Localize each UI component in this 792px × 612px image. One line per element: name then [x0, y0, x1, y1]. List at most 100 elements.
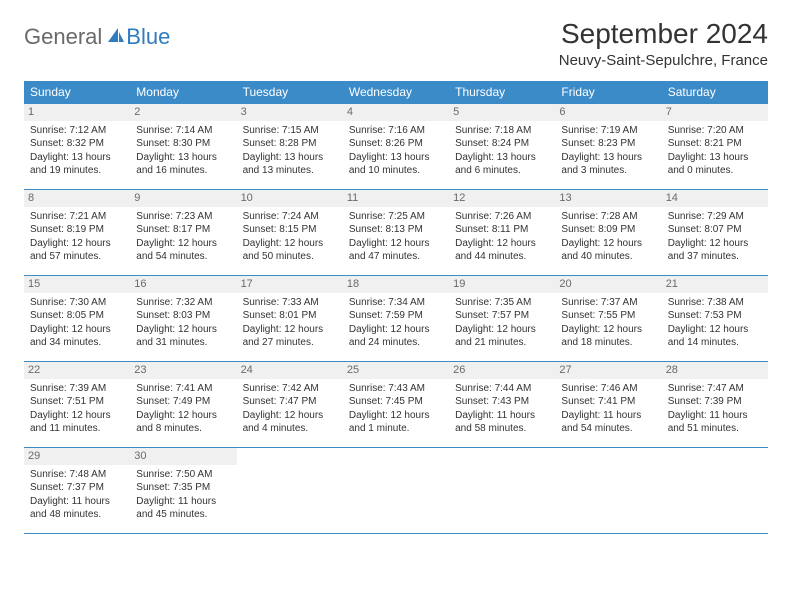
sunset-line: Sunset: 8:11 PM	[455, 223, 549, 237]
sunset-line: Sunset: 7:51 PM	[30, 395, 124, 409]
calendar-day-cell: 12 Sunrise: 7:26 AMSunset: 8:11 PMDayligh…	[449, 190, 555, 276]
calendar-week-row: 22Sunrise: 7:39 AMSunset: 7:51 PMDayligh…	[24, 362, 768, 448]
calendar-day-cell: .	[237, 448, 343, 534]
daylight-line: Daylight: 12 hours and 37 minutes.	[668, 237, 762, 264]
location-label: Neuvy-Saint-Sepulchre, France	[559, 52, 768, 69]
day-number: 14	[662, 190, 768, 207]
daylight-line: Daylight: 13 hours and 0 minutes.	[668, 151, 762, 178]
day-number: 30	[130, 448, 236, 465]
sunrise-line: Sunrise: 7:48 AM	[30, 468, 124, 482]
sunrise-line: Sunrise: 7:20 AM	[668, 124, 762, 138]
day-number: 5	[449, 104, 555, 121]
sunrise-line: Sunrise: 7:46 AM	[561, 382, 655, 396]
calendar-day-cell: 2Sunrise: 7:14 AMSunset: 8:30 PMDaylight…	[130, 104, 236, 190]
day-number: 29	[24, 448, 130, 465]
calendar-day-cell: 4Sunrise: 7:16 AMSunset: 8:26 PMDaylight…	[343, 104, 449, 190]
daylight-line: Daylight: 11 hours and 54 minutes.	[561, 409, 655, 436]
sunset-line: Sunset: 8:09 PM	[561, 223, 655, 237]
calendar-day-cell: 20Sunrise: 7:37 AMSunset: 7:55 PMDayligh…	[555, 276, 661, 362]
calendar-week-row: 15Sunrise: 7:30 AMSunset: 8:05 PMDayligh…	[24, 276, 768, 362]
sunrise-line: Sunrise: 7:26 AM	[455, 210, 549, 224]
sunset-line: Sunset: 8:26 PM	[349, 137, 443, 151]
calendar-day-cell: 19Sunrise: 7:35 AMSunset: 7:57 PMDayligh…	[449, 276, 555, 362]
sunrise-line: Sunrise: 7:19 AM	[561, 124, 655, 138]
day-number: 16	[130, 276, 236, 293]
sunrise-line: Sunrise: 7:25 AM	[349, 210, 443, 224]
daylight-line: Daylight: 11 hours and 51 minutes.	[668, 409, 762, 436]
daylight-line: Daylight: 12 hours and 44 minutes.	[455, 237, 549, 264]
sunrise-line: Sunrise: 7:15 AM	[243, 124, 337, 138]
page-header: General Blue September 2024 Neuvy-Saint-…	[24, 18, 768, 69]
sunset-line: Sunset: 7:59 PM	[349, 309, 443, 323]
sunset-line: Sunset: 8:32 PM	[30, 137, 124, 151]
sunrise-line: Sunrise: 7:18 AM	[455, 124, 549, 138]
calendar-head: SundayMondayTuesdayWednesdayThursdayFrid…	[24, 81, 768, 104]
sunset-line: Sunset: 8:03 PM	[136, 309, 230, 323]
calendar-day-cell: 21Sunrise: 7:38 AMSunset: 7:53 PMDayligh…	[662, 276, 768, 362]
sunset-line: Sunset: 8:21 PM	[668, 137, 762, 151]
sunset-line: Sunset: 7:41 PM	[561, 395, 655, 409]
sunrise-line: Sunrise: 7:39 AM	[30, 382, 124, 396]
sunset-line: Sunset: 8:01 PM	[243, 309, 337, 323]
calendar-day-cell: 22Sunrise: 7:39 AMSunset: 7:51 PMDayligh…	[24, 362, 130, 448]
weekday-row: SundayMondayTuesdayWednesdayThursdayFrid…	[24, 81, 768, 104]
calendar-day-cell: 11Sunrise: 7:25 AMSunset: 8:13 PMDayligh…	[343, 190, 449, 276]
sunrise-line: Sunrise: 7:30 AM	[30, 296, 124, 310]
brand-word-1: General	[24, 24, 102, 50]
month-title: September 2024	[559, 18, 768, 50]
day-number: 13	[555, 190, 661, 207]
sunset-line: Sunset: 8:24 PM	[455, 137, 549, 151]
calendar-week-row: 29Sunrise: 7:48 AMSunset: 7:37 PMDayligh…	[24, 448, 768, 534]
sunrise-line: Sunrise: 7:44 AM	[455, 382, 549, 396]
sunrise-line: Sunrise: 7:43 AM	[349, 382, 443, 396]
daylight-line: Daylight: 12 hours and 24 minutes.	[349, 323, 443, 350]
brand-word-2: Blue	[126, 24, 170, 50]
daylight-line: Daylight: 11 hours and 58 minutes.	[455, 409, 549, 436]
calendar-day-cell: 23Sunrise: 7:41 AMSunset: 7:49 PMDayligh…	[130, 362, 236, 448]
calendar-day-cell: 15Sunrise: 7:30 AMSunset: 8:05 PMDayligh…	[24, 276, 130, 362]
sunset-line: Sunset: 8:07 PM	[668, 223, 762, 237]
sunrise-line: Sunrise: 7:23 AM	[136, 210, 230, 224]
calendar-day-cell: 3Sunrise: 7:15 AMSunset: 8:28 PMDaylight…	[237, 104, 343, 190]
calendar-day-cell: .	[343, 448, 449, 534]
daylight-line: Daylight: 12 hours and 34 minutes.	[30, 323, 124, 350]
day-number: 10	[237, 190, 343, 207]
sunset-line: Sunset: 8:15 PM	[243, 223, 337, 237]
calendar-day-cell: 17Sunrise: 7:33 AMSunset: 8:01 PMDayligh…	[237, 276, 343, 362]
sunrise-line: Sunrise: 7:41 AM	[136, 382, 230, 396]
calendar-body: 1Sunrise: 7:12 AMSunset: 8:32 PMDaylight…	[24, 104, 768, 534]
day-number: 3	[237, 104, 343, 121]
daylight-line: Daylight: 13 hours and 10 minutes.	[349, 151, 443, 178]
calendar-day-cell: 16 Sunrise: 7:32 AMSunset: 8:03 PMDayligh…	[130, 276, 236, 362]
sunrise-line: Sunrise: 7:33 AM	[243, 296, 337, 310]
daylight-line: Daylight: 12 hours and 18 minutes.	[561, 323, 655, 350]
calendar-day-cell: 6Sunrise: 7:19 AMSunset: 8:23 PMDaylight…	[555, 104, 661, 190]
calendar-day-cell: 1Sunrise: 7:12 AMSunset: 8:32 PMDaylight…	[24, 104, 130, 190]
sunrise-line: Sunrise: 7:16 AM	[349, 124, 443, 138]
day-number: 27	[555, 362, 661, 379]
daylight-line: Daylight: 12 hours and 14 minutes.	[668, 323, 762, 350]
day-number: 25	[343, 362, 449, 379]
sunset-line: Sunset: 7:55 PM	[561, 309, 655, 323]
daylight-line: Daylight: 12 hours and 1 minute.	[349, 409, 443, 436]
daylight-line: Daylight: 12 hours and 57 minutes.	[30, 237, 124, 264]
weekday-header: Sunday	[24, 81, 130, 104]
sunrise-line: Sunrise: 7:29 AM	[668, 210, 762, 224]
calendar-day-cell: 5Sunrise: 7:18 AMSunset: 8:24 PMDaylight…	[449, 104, 555, 190]
calendar-day-cell: 7Sunrise: 7:20 AMSunset: 8:21 PMDaylight…	[662, 104, 768, 190]
weekday-header: Friday	[555, 81, 661, 104]
title-block: September 2024 Neuvy-Saint-Sepulchre, Fr…	[559, 18, 768, 69]
sunset-line: Sunset: 8:17 PM	[136, 223, 230, 237]
sunset-line: Sunset: 8:28 PM	[243, 137, 337, 151]
day-number: 19	[449, 276, 555, 293]
calendar-day-cell: 8Sunrise: 7:21 AMSunset: 8:19 PMDaylight…	[24, 190, 130, 276]
daylight-line: Daylight: 12 hours and 21 minutes.	[455, 323, 549, 350]
sunrise-line: Sunrise: 7:47 AM	[668, 382, 762, 396]
day-number: 12	[449, 190, 555, 207]
sunrise-line: Sunrise: 7:32 AM	[136, 296, 230, 310]
daylight-line: Daylight: 13 hours and 19 minutes.	[30, 151, 124, 178]
weekday-header: Tuesday	[237, 81, 343, 104]
daylight-line: Daylight: 12 hours and 31 minutes.	[136, 323, 230, 350]
day-number: 26	[449, 362, 555, 379]
sunset-line: Sunset: 8:05 PM	[30, 309, 124, 323]
